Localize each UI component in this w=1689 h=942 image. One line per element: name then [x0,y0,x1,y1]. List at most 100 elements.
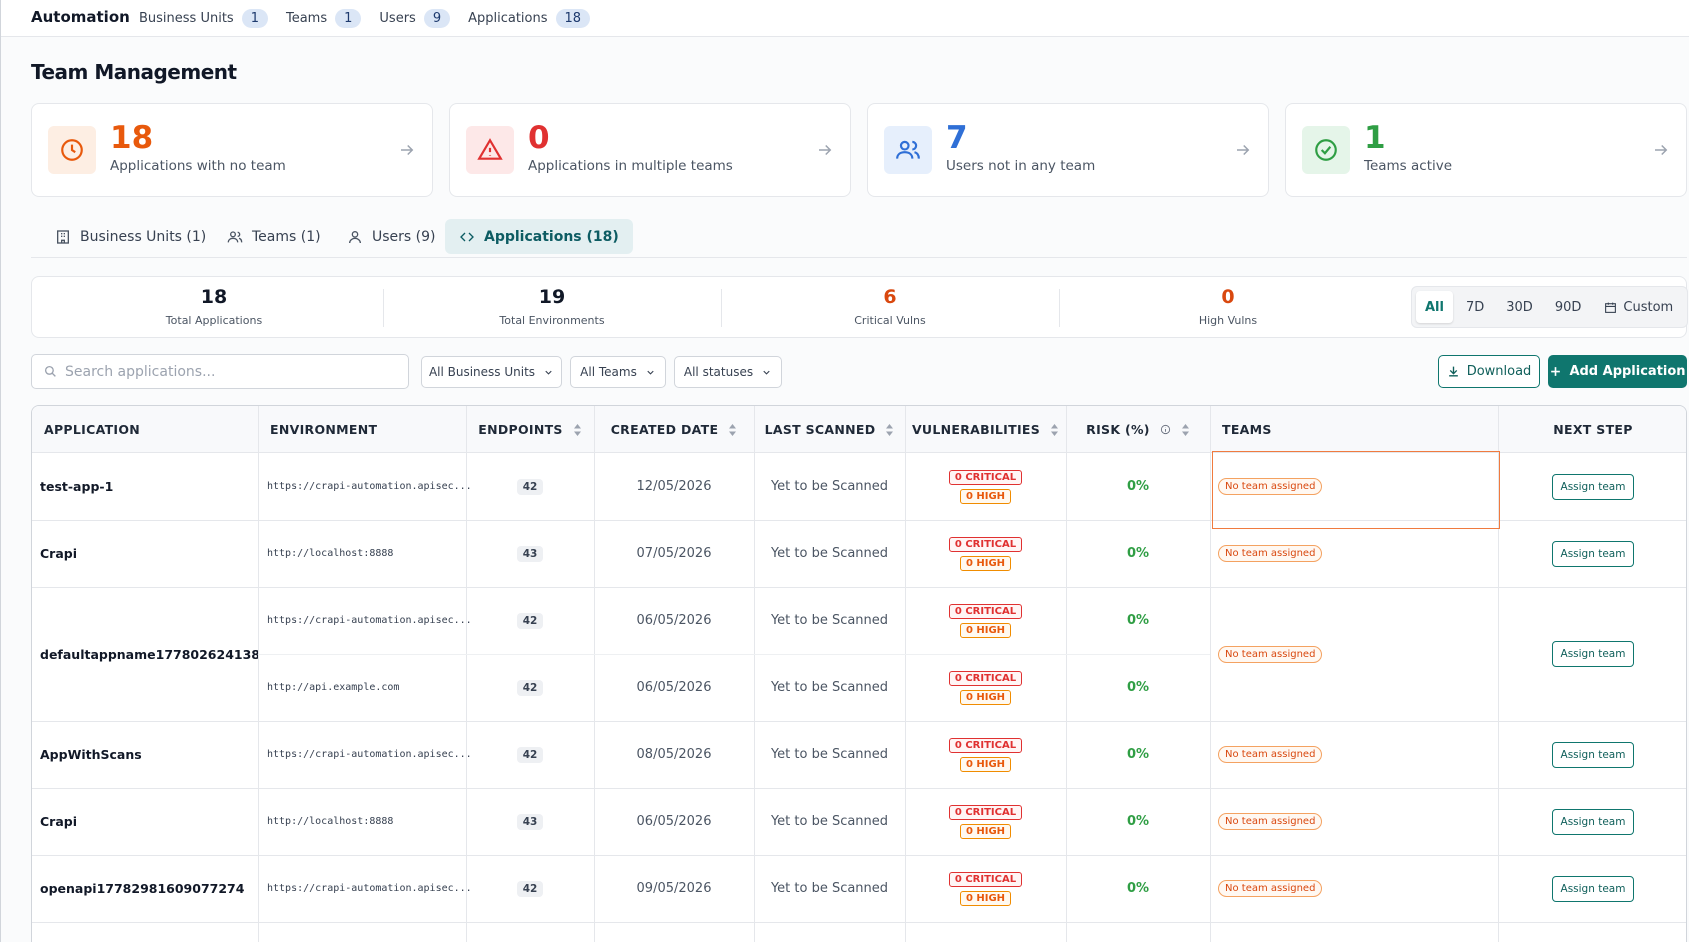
assign-team-button[interactable]: Assign team [1551,741,1635,768]
sort-icon[interactable] [728,423,737,437]
column-header[interactable]: LAST SCANNED [754,406,905,453]
created-date: 07/05/2026 [636,546,712,561]
time-filter-button[interactable]: All [1416,291,1453,323]
download-label: Download [1466,364,1532,379]
endpoints-cell: 42 [466,855,594,922]
time-filter-button[interactable]: Custom [1594,291,1683,323]
column-title: APPLICATION [44,422,141,437]
tab[interactable]: Applications (18) [445,219,633,254]
stat-label: Total Environments [499,314,605,327]
assign-team-button[interactable]: Assign team [1551,540,1635,567]
next-step-cell: Assign team [1498,788,1686,855]
vulnerabilities-cell: 0 CRITICAL 0 HIGH [905,855,1066,922]
risk-value: 0% [1126,881,1150,896]
summary-card[interactable]: 7 Users not in any team [867,103,1269,197]
critical-badge: 0 CRITICAL [948,536,1023,552]
app-name: defaultappname17780262413837... [40,646,258,662]
tab-icon [347,229,363,245]
filter-dropdown[interactable]: All Business Units [421,356,562,388]
critical-badge: 0 CRITICAL [948,871,1023,887]
tab[interactable]: Teams (1) [213,219,335,254]
assign-team-button[interactable]: Assign team [1551,641,1635,667]
endpoints-cell: 43 [466,788,594,855]
teams-cell: No team assigned [1218,855,1323,922]
time-filter: All 7D 30D 90D Custom [1411,286,1689,328]
tab[interactable]: Business Units (1) [41,219,220,254]
nav-tab-count: 9 [423,9,451,28]
column-header[interactable]: CREATED DATE [594,406,754,453]
row-divider [32,587,1686,588]
time-filter-button[interactable]: 90D [1546,291,1591,323]
stat-divider [721,289,722,327]
last-scanned: Yet to be Scanned [770,881,889,896]
created-date: 06/05/2026 [636,680,712,695]
nav-tabs: Business Units 1 Teams 1 Users 9 Applications 1… [139,0,591,37]
chevron-icon [543,367,554,378]
teams-cell: No team assigned [1218,721,1323,788]
environment-url: https://crapi-automation.apisec... [267,481,472,492]
time-filter-label: 7D [1465,299,1485,315]
sort-icon[interactable] [1050,423,1059,437]
last-scanned: Yet to be Scanned [770,680,889,695]
icon [1652,141,1670,163]
summary-card[interactable]: 1 Teams active [1285,103,1687,197]
time-filter-button[interactable]: 30D [1497,291,1542,323]
no-team-badge: No team assigned [1218,746,1323,763]
endpoints-badge: 43 [516,545,544,562]
vulnerabilities-cell: 0 CRITICAL 0 HIGH [905,453,1066,520]
high-badge: 0 HIGH [959,488,1012,504]
summary-card[interactable]: 18 Applications with no team [31,103,433,197]
brand[interactable]: Automation [31,8,130,26]
filter-dropdown[interactable]: All Teams [570,356,666,388]
sort-icon[interactable] [1181,423,1190,437]
critical-badge: 0 CRITICAL [948,804,1023,820]
column-title: LAST SCANNED [764,422,876,437]
vulnerabilities-cell: 0 CRITICAL 0 HIGH [905,520,1066,587]
assign-team-button[interactable]: Assign team [1551,473,1635,500]
teams-cell: No team assigned [1218,453,1323,520]
tab-label: Business Units (1) [80,228,207,245]
plus-icon [1549,365,1562,378]
critical-badge: 0 CRITICAL [948,670,1023,686]
stat-divider [1059,289,1060,327]
row-divider [32,520,1686,521]
tab[interactable]: Users (9) [333,219,450,254]
column-header[interactable]: VULNERABILITIES [905,406,1066,453]
column-header: TEAMS [1210,406,1498,453]
no-team-badge: No team assigned [1218,545,1323,562]
critical-badge: 0 CRITICAL [948,603,1023,619]
risk-value: 0% [1126,747,1150,762]
high-badge: 0 HIGH [959,756,1012,772]
summary-card[interactable]: 0 Applications in multiple teams [449,103,851,197]
column-header[interactable]: ENDPOINTS [466,406,594,453]
card-value: 1 [1364,120,1386,156]
chevron-icon [761,367,772,378]
sort-icon[interactable] [573,423,582,437]
app-name: openapi17782981609077274 [40,881,245,896]
last-scanned: Yet to be Scanned [770,546,889,561]
download-button[interactable]: Download [1438,355,1540,388]
column-header: APPLICATION [32,406,258,453]
risk-value: 0% [1126,613,1150,628]
teams-cell: No team assigned [1218,520,1323,587]
nav-tab[interactable]: Teams 1 [286,9,362,28]
nav-tab[interactable]: Business Units 1 [139,9,268,28]
app-name: Crapi [40,814,78,829]
critical-badge: 0 CRITICAL [948,469,1023,485]
filter-dropdown[interactable]: All statuses [674,356,782,388]
time-filter-button[interactable]: 7D [1457,291,1493,323]
stats-bar: 18 Total Applications 19 Total Environments… [31,276,1689,338]
endpoints-badge: 42 [516,679,544,696]
risk-value: 0% [1126,546,1150,561]
sort-icon[interactable] [885,423,894,437]
stat-label: High Vulns [1198,314,1258,327]
card-icon [48,126,96,174]
column-header[interactable]: RISK (%) [1066,406,1210,453]
nav-tab[interactable]: Users 9 [379,9,451,28]
assign-team-button[interactable]: Assign team [1551,875,1635,902]
add-application-button[interactable]: Add Application [1548,355,1687,388]
nav-tab[interactable]: Applications 18 [468,9,591,28]
card-icon [466,126,514,174]
assign-team-button[interactable]: Assign team [1551,808,1635,835]
search-input[interactable]: Search applications... [31,354,409,389]
